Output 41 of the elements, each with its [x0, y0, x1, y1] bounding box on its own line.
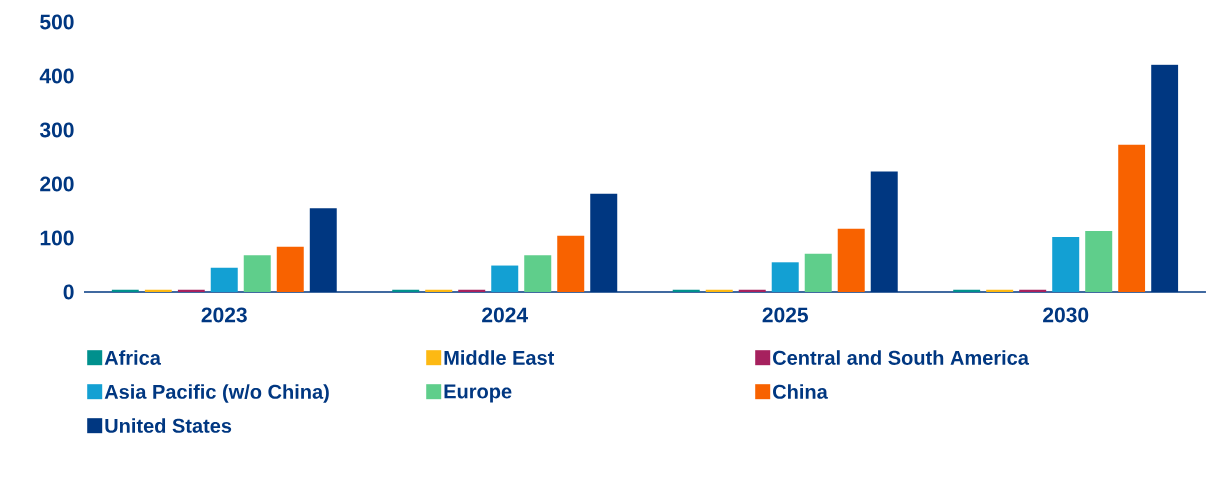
y-tick-label: 300 — [39, 122, 74, 138]
legend-label: China — [773, 384, 828, 399]
bar — [458, 289, 486, 292]
bar — [111, 289, 139, 292]
bar — [672, 289, 700, 292]
legend-label: Asia Pacific (w/o China) — [104, 384, 329, 403]
bar — [771, 262, 799, 292]
y-tick-label: 400 — [39, 68, 74, 84]
bar — [491, 265, 519, 292]
y-tick-label: 0 — [63, 284, 74, 300]
bar — [1019, 289, 1047, 292]
bar — [986, 289, 1014, 292]
bar — [1118, 144, 1146, 292]
bar — [705, 289, 733, 292]
y-tick-label: 200 — [40, 176, 74, 192]
y-tick-label: 500 — [40, 14, 74, 30]
bar — [557, 235, 585, 292]
bar — [243, 255, 271, 292]
bar — [177, 289, 205, 292]
bar — [1085, 230, 1113, 292]
bar — [276, 246, 304, 292]
legend-label: Middle East — [444, 350, 555, 365]
bar — [210, 267, 238, 292]
bar — [425, 289, 453, 292]
bar — [392, 289, 420, 292]
x-tick-label: 2024 — [482, 307, 528, 323]
x-tick-label: 2023 — [201, 307, 247, 323]
legend-label: Africa — [104, 350, 162, 365]
bar — [1052, 236, 1080, 292]
legend-label: Europe — [444, 384, 512, 403]
bar — [837, 228, 865, 292]
bar — [524, 255, 552, 292]
bar — [953, 289, 981, 292]
bar — [804, 253, 832, 292]
x-tick-label: 2025 — [762, 307, 808, 323]
bar — [144, 289, 172, 292]
y-tick-label: 100 — [40, 230, 74, 246]
legend-label: Central and South America — [773, 350, 1030, 365]
x-tick-label: 2030 — [1043, 307, 1089, 323]
bar — [738, 289, 766, 292]
legend-label: United States — [105, 418, 232, 433]
